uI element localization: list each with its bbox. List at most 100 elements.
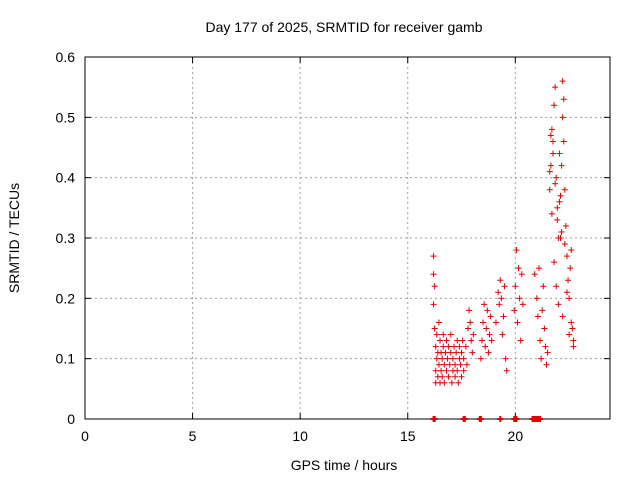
data-point xyxy=(513,247,520,254)
data-point xyxy=(547,132,554,139)
data-point xyxy=(468,337,475,344)
data-point xyxy=(546,168,553,175)
data-point xyxy=(563,289,570,296)
data-point xyxy=(556,150,563,157)
data-point xyxy=(445,343,452,350)
data-point xyxy=(441,379,448,386)
data-point xyxy=(549,138,556,145)
data-point xyxy=(430,301,437,308)
data-point xyxy=(500,313,507,320)
data-point xyxy=(566,331,573,338)
data-point xyxy=(542,343,549,350)
data-point xyxy=(487,313,494,320)
data-point xyxy=(558,228,565,235)
data-point xyxy=(566,295,573,302)
grid-lines xyxy=(85,57,610,419)
data-point xyxy=(440,331,447,338)
data-point xyxy=(559,78,566,85)
data-point xyxy=(514,319,521,326)
data-point xyxy=(549,150,556,157)
data-point xyxy=(453,349,460,356)
data-point xyxy=(517,337,524,344)
zero-point xyxy=(431,416,438,422)
chart-title: Day 177 of 2025, SRMTID for receiver gam… xyxy=(205,19,482,35)
data-point xyxy=(462,343,469,350)
data-point xyxy=(546,186,553,193)
data-point xyxy=(435,319,442,326)
data-point xyxy=(451,343,458,350)
y-tick-label: 0.4 xyxy=(56,170,76,186)
data-point xyxy=(552,84,559,91)
y-tick-label: 0.1 xyxy=(56,351,76,367)
data-point xyxy=(488,337,495,344)
data-point xyxy=(561,186,568,193)
data-point xyxy=(492,319,499,326)
data-point xyxy=(567,265,574,272)
data-point xyxy=(533,295,540,302)
data-point xyxy=(432,367,439,374)
data-point xyxy=(456,343,463,350)
data-point xyxy=(511,307,518,314)
data-point xyxy=(454,367,461,374)
data-point xyxy=(519,301,526,308)
data-point xyxy=(446,361,453,368)
data-point xyxy=(559,114,566,121)
data-point xyxy=(454,337,461,344)
data-point xyxy=(568,247,575,254)
x-axis-label: GPS time / hours xyxy=(291,457,398,473)
data-point xyxy=(558,162,565,169)
data-point xyxy=(469,349,476,356)
data-point xyxy=(449,355,456,362)
data-point xyxy=(483,325,490,332)
data-point xyxy=(433,331,440,338)
data-point xyxy=(481,301,488,308)
data-point xyxy=(443,367,450,374)
data-point xyxy=(460,355,467,362)
data-point xyxy=(452,373,459,380)
data-point xyxy=(452,361,459,368)
y-tick-label: 0.5 xyxy=(56,109,76,125)
data-point xyxy=(535,265,542,272)
data-point xyxy=(467,319,474,326)
data-point xyxy=(562,222,569,229)
y-tick-label: 0.2 xyxy=(56,290,76,306)
axis-ticks: 0 5 10 15 20 0 0.1 0.2 0.3 0.4 0.5 0.6 xyxy=(56,49,610,444)
data-point xyxy=(555,301,562,308)
data-point xyxy=(551,259,558,266)
data-point xyxy=(560,138,567,145)
data-point xyxy=(554,216,561,223)
data-point xyxy=(447,349,454,356)
y-axis-label: SRMTID / TECUs xyxy=(6,183,22,293)
data-point xyxy=(464,325,471,332)
data-point xyxy=(432,343,439,350)
data-points xyxy=(430,78,577,422)
data-point xyxy=(440,343,447,350)
data-point xyxy=(503,367,510,374)
data-point xyxy=(438,367,445,374)
data-point xyxy=(484,307,491,314)
data-point xyxy=(499,331,506,338)
data-point xyxy=(569,325,576,332)
data-point xyxy=(554,204,561,211)
data-point xyxy=(444,355,451,362)
data-point xyxy=(534,313,541,320)
data-point xyxy=(497,277,504,284)
data-point xyxy=(445,373,452,380)
data-point xyxy=(485,349,492,356)
data-point xyxy=(459,337,466,344)
data-point xyxy=(538,355,545,362)
data-point xyxy=(495,289,502,296)
data-point xyxy=(477,355,484,362)
data-point xyxy=(463,361,470,368)
data-point xyxy=(447,331,454,338)
data-point xyxy=(486,331,493,338)
data-point xyxy=(455,379,462,386)
data-point xyxy=(443,337,450,344)
data-point xyxy=(565,277,572,284)
data-point xyxy=(433,355,440,362)
x-tick-label: 20 xyxy=(508,428,524,444)
zero-point xyxy=(537,416,544,422)
data-point xyxy=(570,337,577,344)
data-point xyxy=(539,307,546,314)
